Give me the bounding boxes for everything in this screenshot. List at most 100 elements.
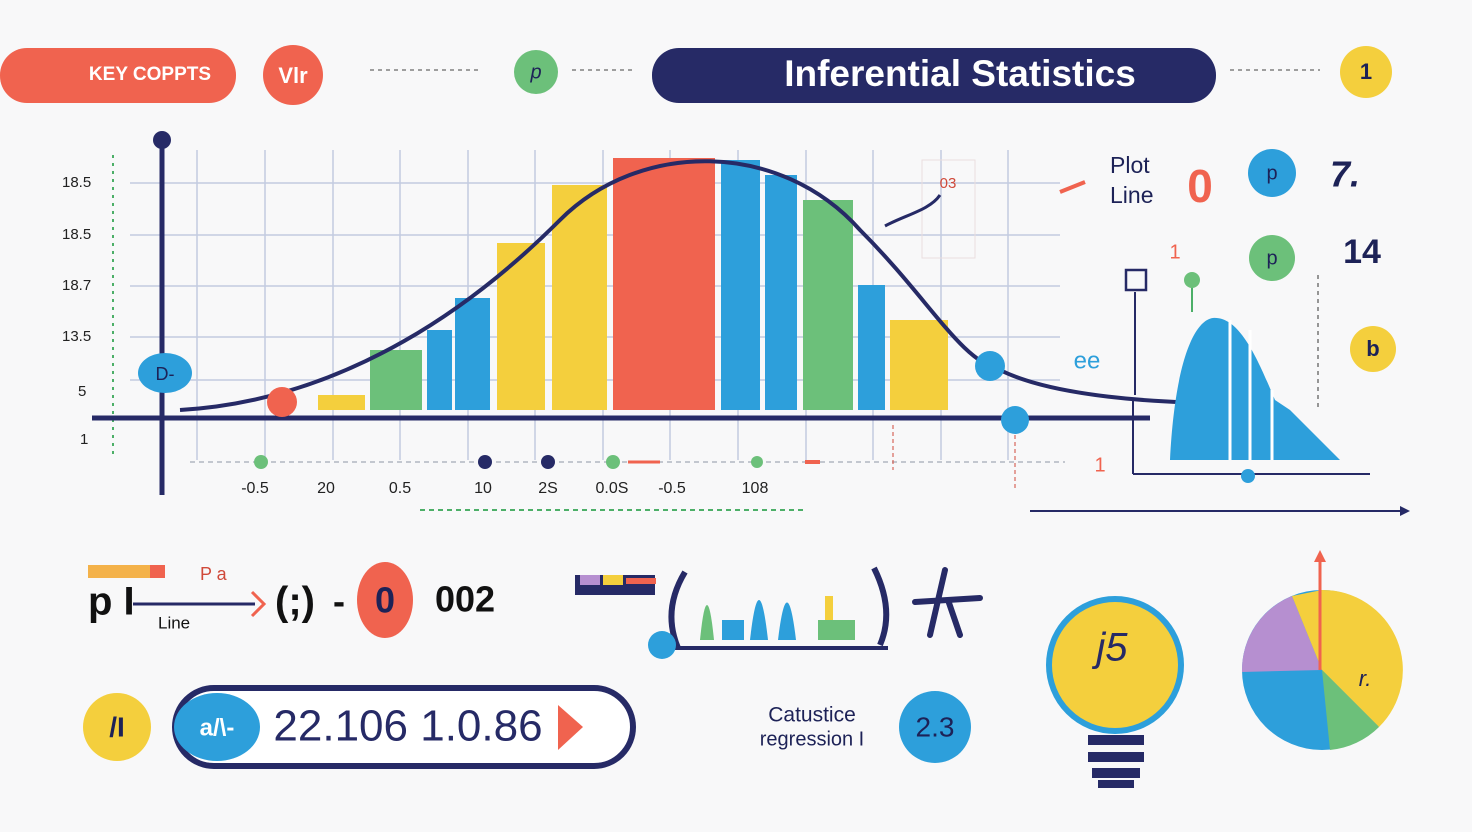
result-text: a/\- [200, 714, 235, 741]
x-label: 0.0S [596, 480, 629, 497]
pointer [884, 194, 942, 228]
node-text: p [529, 61, 541, 83]
point [975, 351, 1005, 381]
shape [858, 285, 885, 410]
icon-circle [263, 45, 323, 105]
badge [0, 48, 236, 103]
shape [700, 605, 714, 640]
title-pill [652, 48, 1216, 103]
shape [1314, 550, 1326, 562]
side-text: 14 [1343, 233, 1381, 271]
bar-strip [150, 565, 165, 578]
bulb-text: j5 [1091, 626, 1128, 670]
pie [1241, 550, 1403, 750]
y-labels: 18.5 18.5 18.7 13.5 5 1 [62, 174, 91, 448]
box [1124, 268, 1148, 292]
regression-text: regression I [760, 728, 865, 750]
shape [1088, 735, 1144, 745]
shape [606, 455, 620, 469]
x-label: 20 [317, 480, 335, 497]
marker-text: D- [156, 364, 175, 384]
x-label: -0.5 [658, 480, 686, 497]
y-label: 5 [78, 383, 86, 400]
shape [552, 185, 607, 410]
formula-text: p I [88, 580, 135, 624]
regression-text: Catustice [768, 704, 856, 727]
y-label: 1 [80, 431, 88, 448]
mini-dist [1170, 317, 1340, 460]
formula-oval [357, 562, 413, 638]
side-circle [1350, 326, 1396, 372]
side-text: b [1366, 336, 1379, 361]
shape [778, 602, 796, 640]
arrow-head [1400, 506, 1410, 516]
pie-text: r. [1359, 666, 1372, 691]
point [267, 387, 297, 417]
shape [765, 175, 797, 410]
x-labels: -0.5 20 0.5 10 2S 0.0S -0.5 108 [241, 480, 768, 497]
mini-stripes [1228, 320, 1274, 460]
shape [497, 243, 545, 410]
shape [1241, 596, 1322, 672]
side-circle [1249, 235, 1295, 281]
shape [818, 620, 855, 640]
x-label: -0.5 [241, 480, 269, 497]
y-label: 18.7 [62, 277, 91, 294]
formula-text: Line [158, 613, 190, 632]
x-label: 108 [742, 480, 769, 497]
play-icon [558, 705, 583, 750]
curve [179, 159, 1266, 412]
shape [478, 455, 492, 469]
formula-text: 002 [435, 579, 495, 620]
shape [613, 158, 715, 410]
node-circle [514, 50, 558, 94]
shape [751, 456, 763, 468]
side-text: p [1266, 247, 1277, 269]
shape [721, 160, 760, 410]
shape [722, 620, 744, 640]
shape [318, 395, 365, 410]
x-label: 2S [538, 480, 558, 497]
shape [603, 575, 623, 585]
y-label: 18.5 [62, 226, 91, 243]
x-label: 0.5 [389, 480, 411, 497]
result-value: 22.106 1.0.86 [273, 702, 542, 751]
side-text: Line [1110, 182, 1153, 208]
result-text: /I [109, 711, 125, 742]
side-zero: 0 [1187, 160, 1213, 212]
y-label: 18.5 [62, 174, 91, 191]
regression-circle [899, 691, 971, 763]
note: 03 [940, 175, 957, 192]
marker-pill [138, 353, 192, 393]
bars [318, 158, 948, 410]
shape [1322, 589, 1403, 727]
shape [750, 600, 768, 640]
result-icon [83, 693, 151, 761]
dash [1059, 180, 1086, 194]
axis-cap [153, 131, 171, 149]
arrow-head [250, 590, 267, 618]
side-text: ee [1074, 347, 1101, 374]
side-text: p [1266, 162, 1277, 184]
formula-text: - [333, 581, 345, 622]
shape [1322, 670, 1379, 750]
side-text: 1 [1169, 241, 1180, 263]
formula-text: 0 [375, 580, 395, 621]
side-text: Plot [1110, 152, 1150, 178]
shape [1088, 752, 1144, 762]
step-text: 1 [1360, 59, 1372, 84]
side-text: 1 [1094, 454, 1105, 476]
shape [541, 455, 555, 469]
bulb [1046, 596, 1184, 734]
shape [427, 330, 452, 410]
pin-head [1184, 272, 1200, 288]
title: Inferential Statistics [784, 53, 1136, 94]
mini-bars [575, 566, 983, 659]
shape [370, 350, 422, 410]
side-circle [1248, 149, 1296, 197]
point [1001, 406, 1029, 434]
bar-strip [88, 565, 165, 578]
shape [890, 320, 948, 410]
shape [803, 200, 853, 410]
shape [912, 567, 983, 638]
